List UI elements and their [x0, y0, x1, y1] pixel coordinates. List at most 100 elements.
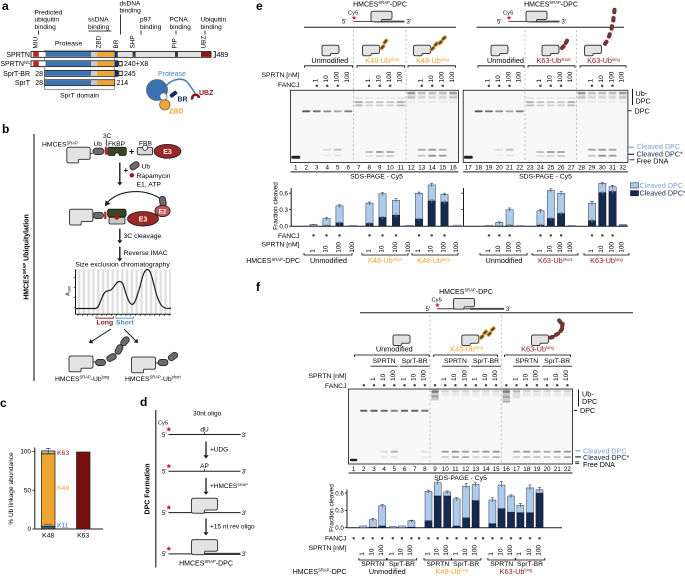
svg-text:22: 22: [564, 466, 572, 473]
svg-text:10: 10: [547, 245, 554, 253]
svg-text:SPRTN: SPRTN: [373, 358, 396, 365]
svg-text:DPC Formation: DPC Formation: [145, 464, 152, 515]
svg-text:Unmodified: Unmodified: [376, 345, 413, 354]
svg-text:Cy5: Cy5: [348, 10, 358, 16]
svg-text:Free DNA: Free DNA: [637, 157, 669, 166]
svg-text:3C cleavage: 3C cleavage: [124, 233, 162, 240]
svg-text:Reverse IMAC: Reverse IMAC: [124, 250, 168, 257]
svg-text:3': 3': [242, 510, 247, 517]
svg-text:1: 1: [370, 377, 377, 381]
svg-text:Unmodified: Unmodified: [310, 256, 347, 265]
svg-text:+HMCESSRAP​: +HMCESSRAP​: [210, 482, 248, 490]
svg-text:Free DNA: Free DNA: [583, 460, 615, 469]
svg-text:0.6: 0.6: [335, 490, 344, 497]
svg-text:29: 29: [588, 165, 596, 172]
svg-text:Rapamycin: Rapamycin: [137, 173, 171, 180]
svg-text:10: 10: [451, 373, 458, 381]
svg-text:100: 100: [449, 71, 456, 82]
svg-text:SPRTN [nM]: SPRTN [nM]: [308, 373, 346, 380]
svg-text:HMCESSRAP​-DPC: HMCESSRAP​-DPC: [179, 559, 233, 567]
svg-text:Cy5: Cy5: [158, 420, 168, 426]
svg-text:10: 10: [322, 245, 329, 253]
svg-text:13: 13: [418, 165, 426, 172]
svg-text:21: 21: [554, 466, 562, 473]
svg-text:100: 100: [461, 370, 468, 381]
svg-text:K63-Ublong​: K63-Ublong​: [587, 56, 620, 65]
svg-text:100: 100: [407, 545, 414, 556]
svg-text:1: 1: [452, 552, 459, 556]
svg-text:214: 214: [117, 80, 129, 87]
svg-text:HMCESSRAP​-DPC: HMCESSRAP​-DPC: [439, 288, 493, 296]
svg-text:Ub: Ub: [94, 141, 103, 148]
svg-text:10: 10: [376, 75, 383, 83]
svg-text:28: 28: [578, 165, 586, 172]
svg-text:7: 7: [357, 165, 361, 172]
svg-text:% Ub linkage abundance: % Ub linkage abundance: [8, 452, 15, 525]
svg-text:b: b: [2, 122, 9, 136]
svg-text:ssDNA: ssDNA: [88, 17, 109, 24]
svg-text:DPC: DPC: [635, 106, 650, 115]
svg-text:K48: K48: [42, 533, 54, 540]
svg-text:1: 1: [536, 79, 543, 83]
svg-text:100: 100: [492, 370, 499, 381]
svg-text:0: 0: [27, 526, 31, 533]
svg-text:ubiquitin: ubiquitin: [35, 17, 60, 24]
svg-text:FRB: FRB: [139, 141, 152, 148]
svg-text:DPC: DPC: [582, 397, 597, 406]
svg-text:10: 10: [428, 245, 435, 253]
svg-text:100: 100: [471, 545, 478, 556]
svg-text:Size exclusion chromatography: Size exclusion chromatography: [75, 262, 170, 269]
svg-text:dsDNA: dsDNA: [120, 1, 141, 8]
svg-text:K48-Ublong​: K48-Ublong​: [450, 345, 483, 354]
svg-text:1: 1: [313, 79, 320, 83]
svg-text:DPC: DPC: [636, 96, 651, 105]
svg-text:100: 100: [516, 242, 523, 253]
svg-text:SPRTN [nM]: SPRTN [nM]: [261, 72, 299, 79]
svg-text:Cleaved DPC*: Cleaved DPC*: [640, 189, 685, 198]
svg-text:SPRTNNC: SPRTNNC: [0, 60, 30, 68]
svg-text:10: 10: [428, 75, 435, 83]
svg-text:100: 100: [557, 242, 564, 253]
svg-text:1: 1: [588, 249, 595, 253]
svg-text:16: 16: [503, 466, 511, 473]
svg-text:100: 100: [378, 545, 385, 556]
svg-text:SprT domain: SprT domain: [60, 93, 99, 100]
svg-text:13: 13: [472, 466, 480, 473]
svg-text:c: c: [0, 396, 7, 410]
svg-text:ZBD: ZBD: [169, 109, 183, 116]
svg-text:HMCESSRAP​-Ubshort​: HMCESSRAP​-Ubshort​: [125, 375, 182, 383]
svg-text:19: 19: [485, 165, 493, 172]
svg-text:100: 100: [397, 71, 404, 82]
svg-text:9: 9: [378, 165, 382, 172]
svg-text:+: +: [123, 166, 128, 175]
svg-text:5': 5': [162, 432, 167, 439]
svg-text:28: 28: [35, 80, 43, 87]
svg-text:5': 5': [162, 510, 167, 517]
svg-text:e: e: [256, 0, 263, 13]
svg-text:22: 22: [516, 165, 524, 172]
svg-text:K48-Ubshort​: K48-Ubshort​: [368, 256, 403, 265]
svg-text:SPRTN: SPRTN: [6, 52, 30, 59]
svg-text:Cleaved DPC*: Cleaved DPC*: [583, 453, 630, 462]
svg-text:100: 100: [421, 370, 428, 381]
svg-text:100: 100: [563, 370, 570, 381]
svg-text:SDS-PAGE - Cy5: SDS-PAGE - Cy5: [350, 174, 403, 181]
svg-text:489: 489: [217, 52, 229, 59]
svg-text:1: 1: [415, 249, 422, 253]
svg-text:100: 100: [344, 71, 351, 82]
svg-text:HMCESSRAP​ Ubiquitylation: HMCESSRAP​ Ubiquitylation: [22, 214, 30, 300]
svg-text:1: 1: [352, 466, 356, 473]
svg-text:100: 100: [349, 242, 356, 253]
svg-text:+15 nt rev oligo: +15 nt rev oligo: [210, 524, 255, 531]
svg-text:28: 28: [35, 71, 43, 78]
svg-text:5': 5': [342, 20, 346, 26]
svg-text:100: 100: [443, 545, 450, 556]
svg-text:8: 8: [367, 165, 371, 172]
svg-text:Protease: Protease: [55, 40, 82, 47]
svg-text:1: 1: [588, 79, 595, 83]
svg-text:Predicted: Predicted: [35, 10, 63, 17]
svg-text:3': 3': [407, 20, 411, 26]
svg-text:3': 3': [242, 469, 247, 476]
svg-text:10: 10: [323, 75, 330, 83]
svg-text:Cy5: Cy5: [503, 10, 513, 16]
